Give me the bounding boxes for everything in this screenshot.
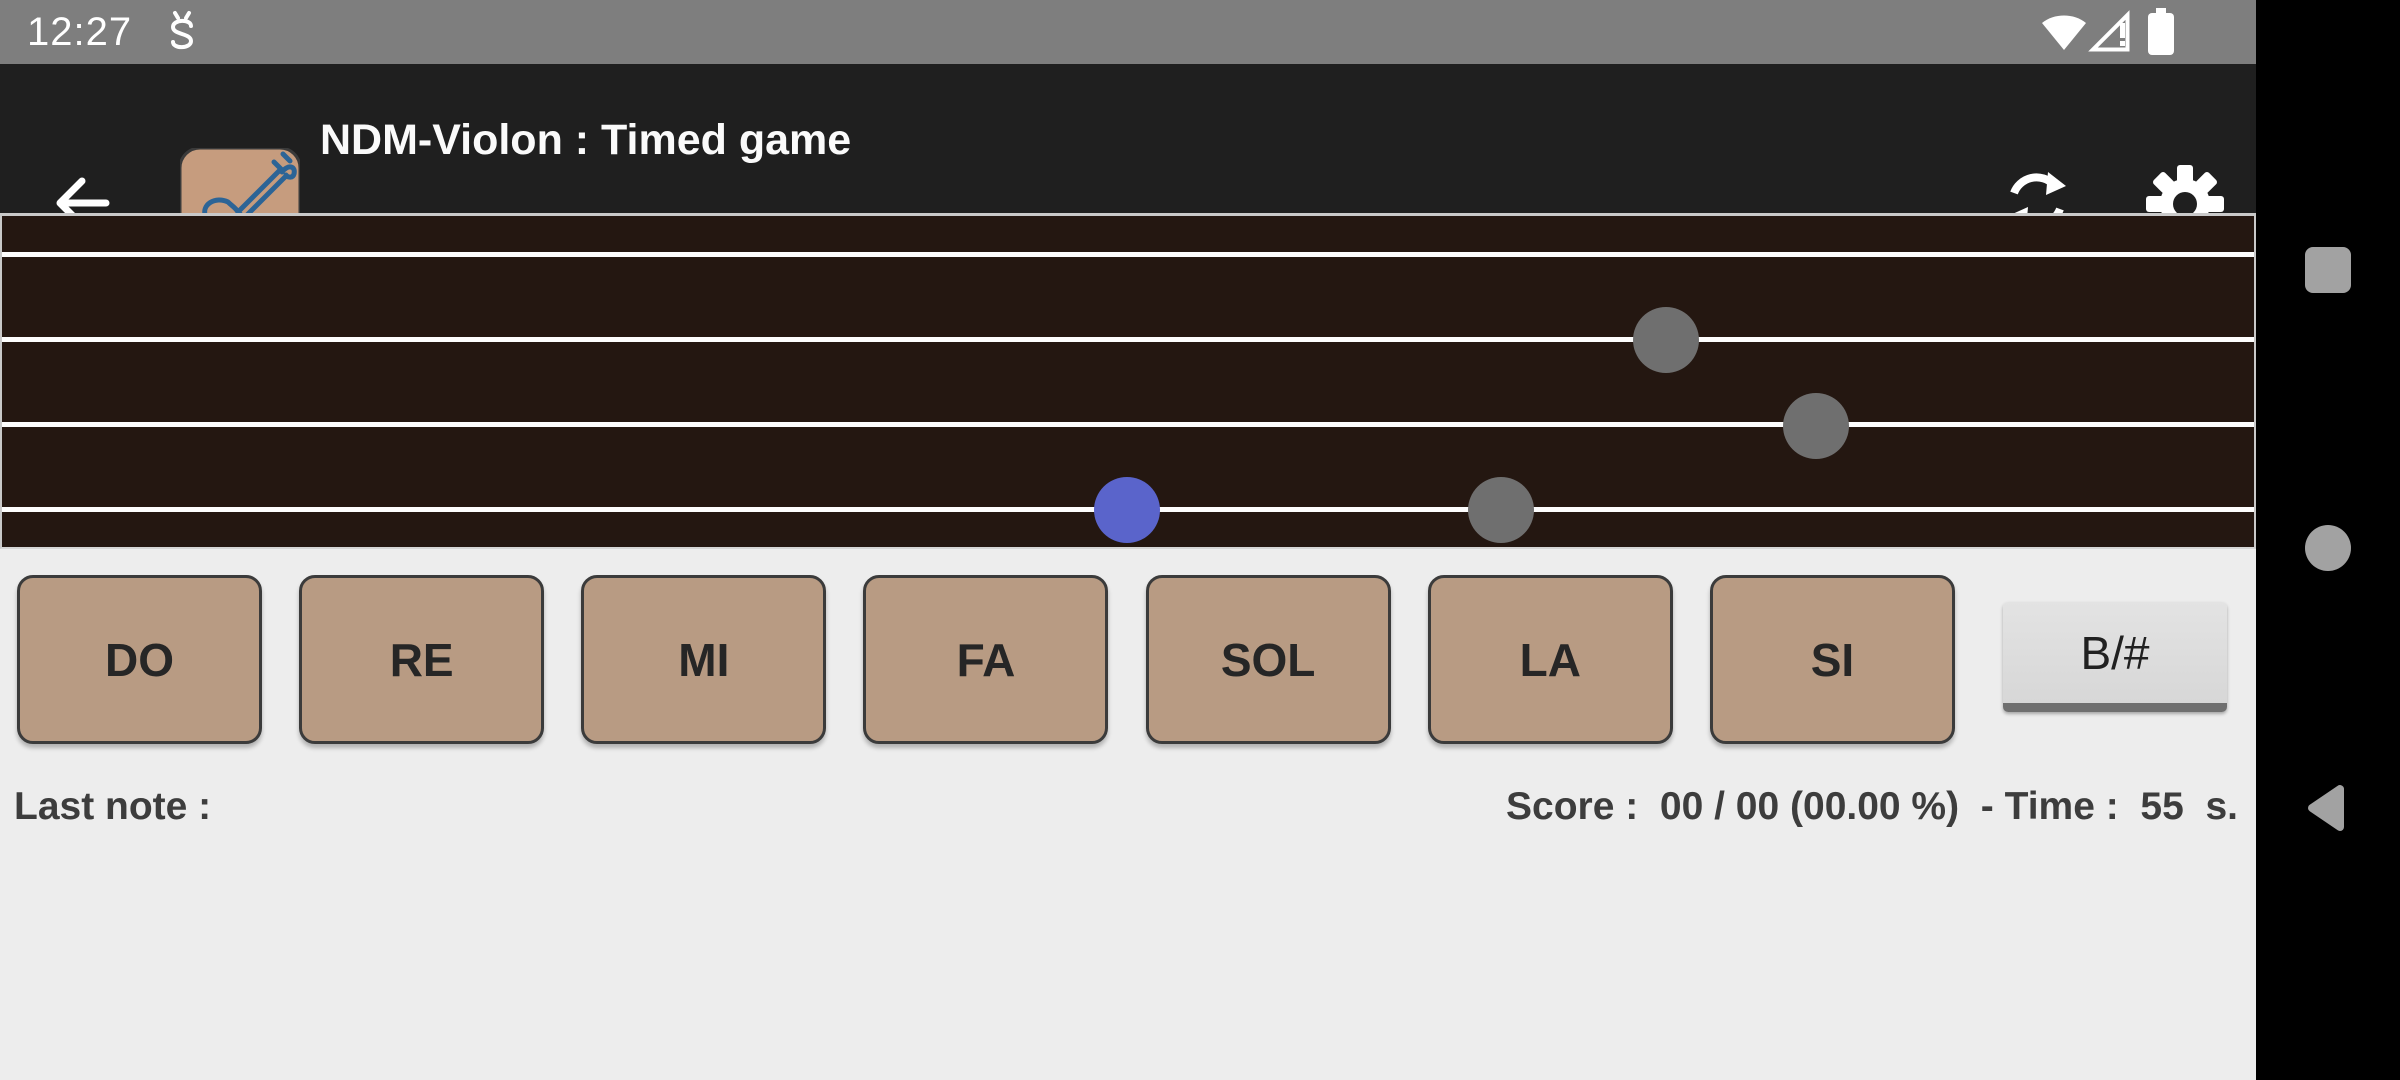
accidental-button[interactable]: B/# xyxy=(2003,602,2227,712)
battery-icon xyxy=(2148,8,2174,55)
cell-signal-icon xyxy=(2088,10,2130,52)
staff-note-pending xyxy=(1468,477,1534,543)
music-staff xyxy=(0,213,2256,549)
home-icon[interactable] xyxy=(2305,525,2351,571)
note-button-sol[interactable]: SOL xyxy=(1145,575,1391,744)
adb-notification-icon xyxy=(170,11,194,50)
page-title: NDM-Violon : Timed game xyxy=(320,116,852,164)
recents-icon[interactable] xyxy=(2305,247,2351,293)
staff-line xyxy=(2,252,2254,257)
wifi-icon xyxy=(2042,15,2086,50)
note-button-re[interactable]: RE xyxy=(299,575,545,744)
staff-line xyxy=(2,337,2254,342)
clock: 12:27 xyxy=(27,10,133,54)
status-bar: 12:27 xyxy=(0,0,2256,64)
note-button-do[interactable]: DO xyxy=(17,575,262,744)
note-button-si[interactable]: SI xyxy=(1709,575,1955,744)
staff-note-pending xyxy=(1633,307,1699,373)
last-note-label: Last note : xyxy=(14,785,212,828)
note-button-fa[interactable]: FA xyxy=(863,575,1109,744)
staff-line xyxy=(2,422,2254,427)
note-button-row: DO RE MI FA SOL LA SI xyxy=(17,575,1955,744)
android-nav-bar xyxy=(2256,0,2400,1080)
nav-back-triangle-icon[interactable] xyxy=(2302,782,2352,834)
staff-note-pending xyxy=(1783,393,1849,459)
app-bar: NDM-Violon : Timed game xyxy=(0,64,2256,266)
note-button-mi[interactable]: MI xyxy=(581,575,827,744)
staff-note-active xyxy=(1094,477,1160,543)
note-button-la[interactable]: LA xyxy=(1427,575,1673,744)
score-and-timer: Score : 00 / 00 (00.00 %) - Time : 55 s. xyxy=(1506,785,2238,828)
